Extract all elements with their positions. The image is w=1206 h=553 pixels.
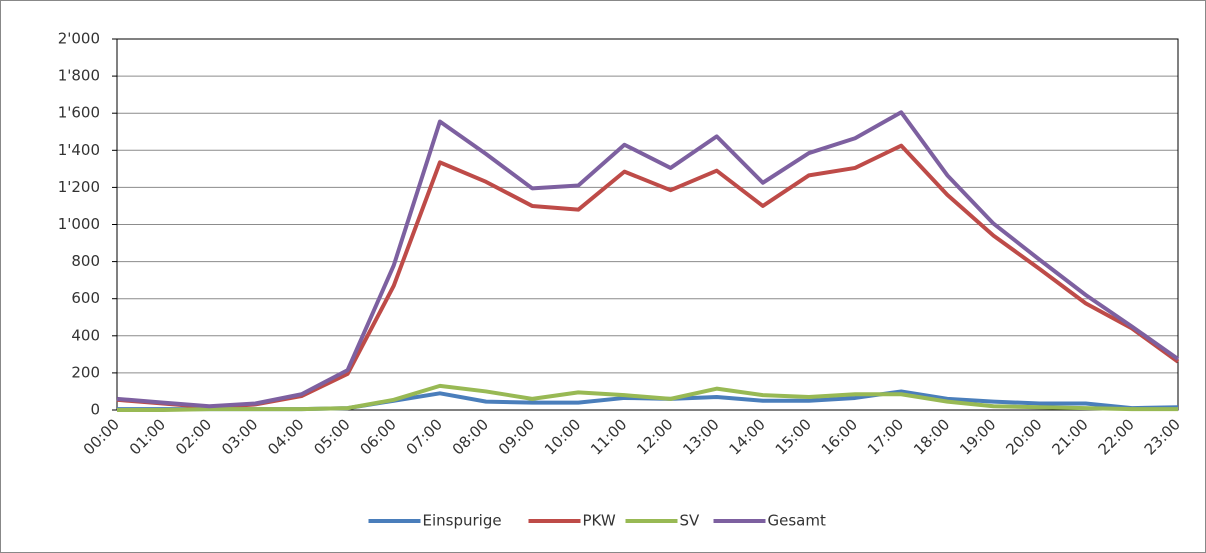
- y-tick-label: 2'000: [58, 30, 100, 48]
- y-tick-label: 400: [71, 326, 100, 344]
- legend-label: PKW: [583, 512, 616, 530]
- series-line: [117, 383, 1178, 412]
- y-tick-label: 1'400: [58, 141, 100, 159]
- legend-label: SV: [680, 512, 701, 530]
- y-tick-label: 1'200: [58, 178, 100, 196]
- y-tick-label: 1'000: [58, 215, 100, 233]
- y-tick-label: 600: [71, 289, 100, 307]
- y-tick-label: 1'800: [58, 67, 100, 85]
- y-tick-label: 200: [71, 363, 100, 381]
- plot-border: [116, 38, 1179, 411]
- y-tick-label: 800: [71, 252, 100, 270]
- legend-label: Einspurige: [423, 512, 502, 530]
- y-tick-label: 1'600: [58, 104, 100, 122]
- legend-label: Gesamt: [768, 512, 826, 530]
- series-line: [116, 110, 1180, 409]
- y-tick-label: 0: [90, 401, 100, 419]
